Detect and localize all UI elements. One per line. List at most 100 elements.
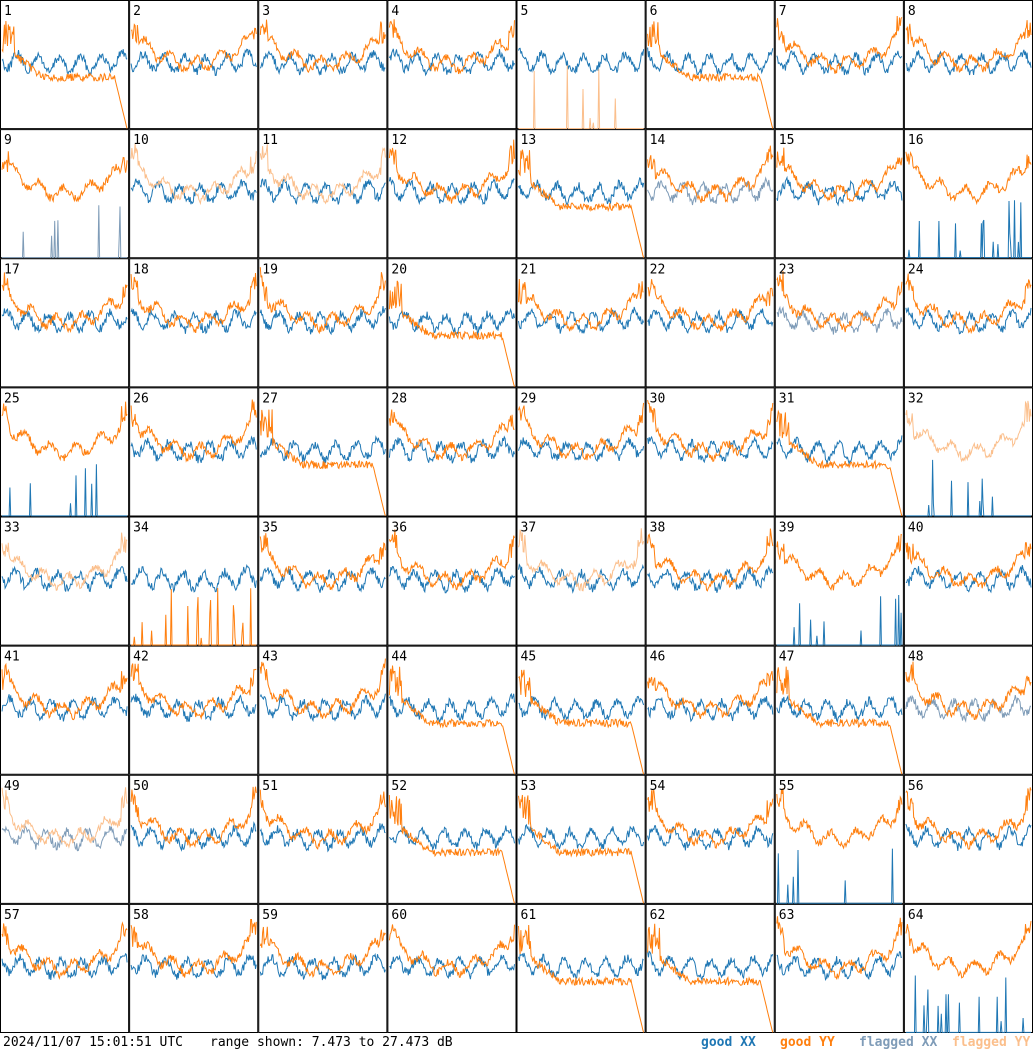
xx-trace xyxy=(647,950,774,982)
panel-label: 44 xyxy=(391,650,407,665)
panel-2: 2 xyxy=(129,0,259,130)
panel-border xyxy=(387,387,517,517)
panel-label: 46 xyxy=(650,650,666,665)
panel-26: 26 xyxy=(129,387,259,517)
panel-33: 33 xyxy=(0,516,130,646)
yy-trace xyxy=(647,923,774,1033)
panel-label: 13 xyxy=(521,133,537,148)
panel-border xyxy=(774,387,904,517)
panel-57: 57 xyxy=(0,903,130,1033)
panel-label: 12 xyxy=(391,133,407,148)
panel-39: 39 xyxy=(774,516,904,646)
yy-trace xyxy=(388,19,515,75)
xx-trace xyxy=(776,848,902,904)
xx-trace xyxy=(647,308,774,334)
panel-border xyxy=(645,387,775,517)
xx-trace xyxy=(776,594,903,646)
yy-trace xyxy=(388,924,515,978)
panel-border xyxy=(645,129,775,259)
panel-border xyxy=(387,516,517,646)
panel-62: 62 xyxy=(645,903,775,1033)
panel-border xyxy=(0,387,130,517)
xx-trace xyxy=(647,696,774,723)
panel-46: 46 xyxy=(645,645,775,775)
yy-trace xyxy=(776,666,903,775)
panel-43: 43 xyxy=(258,645,388,775)
xx-trace xyxy=(647,176,774,206)
panel-label: 19 xyxy=(262,262,278,277)
panel-label: 10 xyxy=(133,133,149,148)
panel-42: 42 xyxy=(129,645,259,775)
yy-trace xyxy=(518,149,645,258)
panel-9: 9 xyxy=(0,129,130,259)
xx-trace xyxy=(388,566,515,594)
yy-trace xyxy=(388,794,515,904)
panel-16: 16 xyxy=(903,129,1033,259)
panel-label: 37 xyxy=(521,521,537,536)
yy-trace xyxy=(1,401,128,462)
xx-trace xyxy=(388,692,515,725)
legend-good-yy: good YY xyxy=(780,1035,835,1050)
xx-trace xyxy=(259,693,386,723)
panel-border xyxy=(645,774,775,904)
xx-trace xyxy=(259,567,386,593)
yy-trace xyxy=(905,273,1032,335)
panel-border xyxy=(516,516,646,646)
panel-34: 34 xyxy=(129,516,259,646)
xx-trace xyxy=(776,694,903,724)
yy-trace xyxy=(259,409,386,517)
panel-24: 24 xyxy=(903,258,1033,388)
yy-trace xyxy=(518,528,645,592)
panel-border xyxy=(0,258,130,388)
yy-trace xyxy=(259,533,386,591)
xx-trace xyxy=(518,823,645,850)
panel-label: 7 xyxy=(779,4,787,19)
panel-border xyxy=(387,129,517,259)
yy-trace xyxy=(905,20,1032,73)
panel-border xyxy=(129,774,259,904)
panel-label: 28 xyxy=(391,391,407,406)
panel-label: 43 xyxy=(262,650,278,665)
panel-12: 12 xyxy=(387,129,517,259)
yy-trace xyxy=(518,65,644,129)
panel-51: 51 xyxy=(258,774,388,904)
panel-10: 10 xyxy=(129,129,259,259)
panel-5: 5 xyxy=(516,0,646,130)
yy-trace xyxy=(905,661,1032,721)
yy-trace xyxy=(647,279,774,332)
panel-18: 18 xyxy=(129,258,259,388)
panel-label: 29 xyxy=(521,391,537,406)
panel-44: 44 xyxy=(387,645,517,775)
xx-trace xyxy=(130,307,257,335)
xx-trace xyxy=(905,200,1031,259)
xx-trace xyxy=(1,49,128,76)
yy-trace xyxy=(259,789,386,850)
panel-label: 6 xyxy=(650,4,658,19)
panel-label: 36 xyxy=(391,521,407,536)
panel-13: 13 xyxy=(516,129,646,259)
panel-border xyxy=(387,258,517,388)
panel-label: 3 xyxy=(262,4,270,19)
yy-trace xyxy=(776,533,903,592)
panel-border xyxy=(516,903,646,1033)
panel-label: 11 xyxy=(262,133,278,148)
xx-trace xyxy=(647,565,774,593)
panel-label: 50 xyxy=(133,779,149,794)
panel-label: 52 xyxy=(391,779,407,794)
panel-36: 36 xyxy=(387,516,517,646)
yy-trace xyxy=(518,924,645,1033)
panel-48: 48 xyxy=(903,645,1033,775)
panel-30: 30 xyxy=(645,387,775,517)
yy-trace xyxy=(647,145,774,204)
panel-label: 26 xyxy=(133,391,149,406)
panel-border xyxy=(129,903,259,1033)
panel-border xyxy=(903,774,1033,904)
panel-label: 15 xyxy=(779,133,795,148)
panel-label: 21 xyxy=(521,262,537,277)
yy-trace xyxy=(259,267,386,335)
panel-border xyxy=(645,645,775,775)
panel-border xyxy=(645,903,775,1033)
panel-label: 25 xyxy=(4,391,20,406)
xx-trace xyxy=(130,178,257,205)
footer: 2024/11/07 15:01:51 UTC range shown: 7.4… xyxy=(0,1033,1033,1053)
